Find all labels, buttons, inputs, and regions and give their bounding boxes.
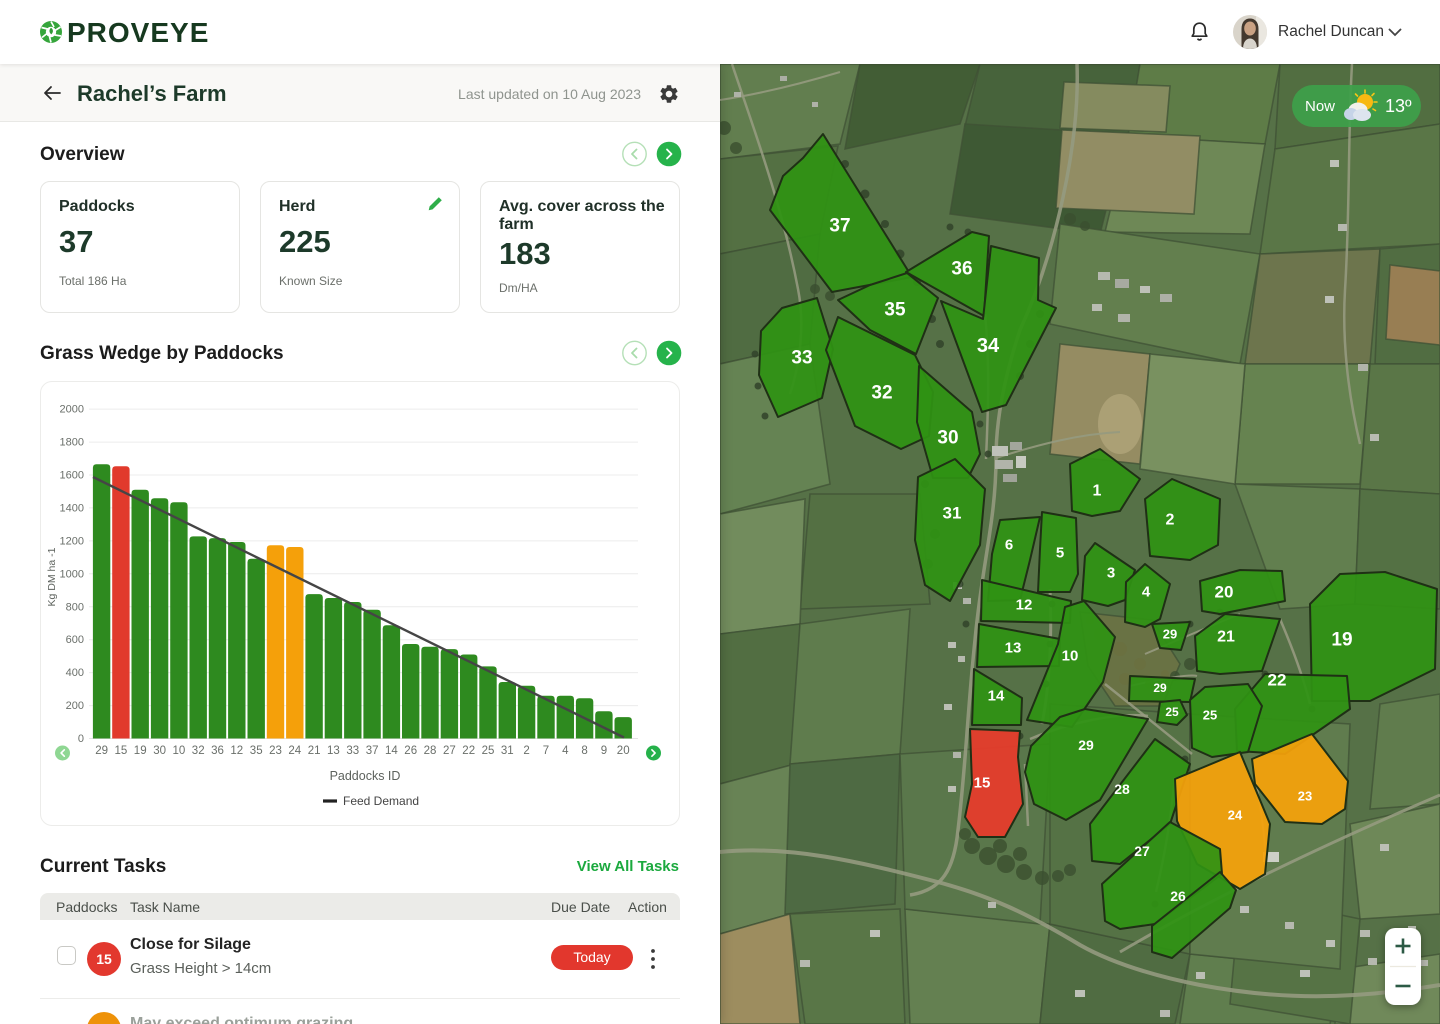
svg-text:600: 600 [66,634,84,646]
svg-text:32: 32 [192,745,205,757]
svg-text:1: 1 [1093,483,1102,500]
svg-text:7: 7 [543,745,549,757]
svg-text:29: 29 [1078,737,1094,753]
svg-text:2000: 2000 [60,404,84,416]
svg-text:12: 12 [230,745,243,757]
svg-text:8: 8 [581,745,587,757]
svg-text:1600: 1600 [60,470,84,482]
svg-text:12: 12 [1016,597,1033,614]
svg-text:20: 20 [1215,583,1234,602]
svg-text:28: 28 [424,745,437,757]
svg-text:1000: 1000 [60,568,84,580]
svg-text:14: 14 [385,745,398,757]
svg-text:1200: 1200 [60,535,84,547]
svg-text:13: 13 [327,745,340,757]
svg-text:800: 800 [66,601,84,613]
svg-text:31: 31 [943,504,962,523]
svg-text:28: 28 [1114,781,1130,797]
svg-text:400: 400 [66,667,84,679]
svg-text:26: 26 [1170,888,1186,904]
svg-text:33: 33 [346,745,359,757]
svg-text:6: 6 [1005,537,1013,554]
svg-text:24: 24 [288,745,301,757]
svg-text:30: 30 [153,745,166,757]
svg-text:22: 22 [1268,671,1287,690]
svg-text:36: 36 [951,259,972,280]
svg-text:21: 21 [1217,629,1235,646]
svg-text:13: 13 [1005,640,1022,657]
svg-text:14: 14 [988,688,1005,705]
svg-text:27: 27 [443,745,456,757]
svg-text:200: 200 [66,700,84,712]
svg-text:25: 25 [1203,708,1217,723]
svg-text:Paddocks ID: Paddocks ID [330,769,401,783]
svg-text:25: 25 [482,745,495,757]
svg-text:Feed Demand: Feed Demand [343,794,419,808]
svg-text:25: 25 [1165,705,1179,719]
svg-text:29: 29 [1153,681,1167,695]
svg-text:27: 27 [1134,843,1150,859]
svg-text:9: 9 [601,745,607,757]
svg-text:3: 3 [1107,565,1115,582]
svg-text:4: 4 [562,745,569,757]
svg-text:37: 37 [366,745,379,757]
svg-text:23: 23 [1298,789,1312,804]
svg-text:2: 2 [1166,512,1175,529]
svg-text:15: 15 [974,775,991,792]
svg-text:21: 21 [308,745,321,757]
svg-text:19: 19 [134,745,147,757]
svg-text:32: 32 [871,383,892,404]
svg-text:0: 0 [78,733,84,745]
svg-text:29: 29 [95,745,108,757]
svg-text:37: 37 [829,216,850,237]
svg-text:33: 33 [791,348,812,369]
svg-text:19: 19 [1331,630,1352,651]
svg-text:23: 23 [269,745,282,757]
svg-text:24: 24 [1228,808,1243,823]
svg-text:35: 35 [250,745,263,757]
svg-text:15: 15 [115,745,128,757]
svg-text:10: 10 [1062,648,1079,665]
svg-text:26: 26 [404,745,417,757]
svg-text:34: 34 [977,335,1000,357]
svg-text:30: 30 [937,428,958,449]
svg-text:2: 2 [523,745,529,757]
svg-text:1400: 1400 [60,502,84,514]
svg-text:5: 5 [1056,545,1064,562]
svg-text:22: 22 [462,745,475,757]
svg-text:20: 20 [617,745,630,757]
svg-text:29: 29 [1163,627,1177,642]
svg-text:4: 4 [1142,584,1151,601]
svg-text:10: 10 [173,745,186,757]
svg-text:31: 31 [501,745,514,757]
svg-text:36: 36 [211,745,224,757]
svg-text:1800: 1800 [60,437,84,449]
svg-text:35: 35 [884,300,906,321]
svg-text:Kg DM ha -1: Kg DM ha -1 [46,547,58,606]
